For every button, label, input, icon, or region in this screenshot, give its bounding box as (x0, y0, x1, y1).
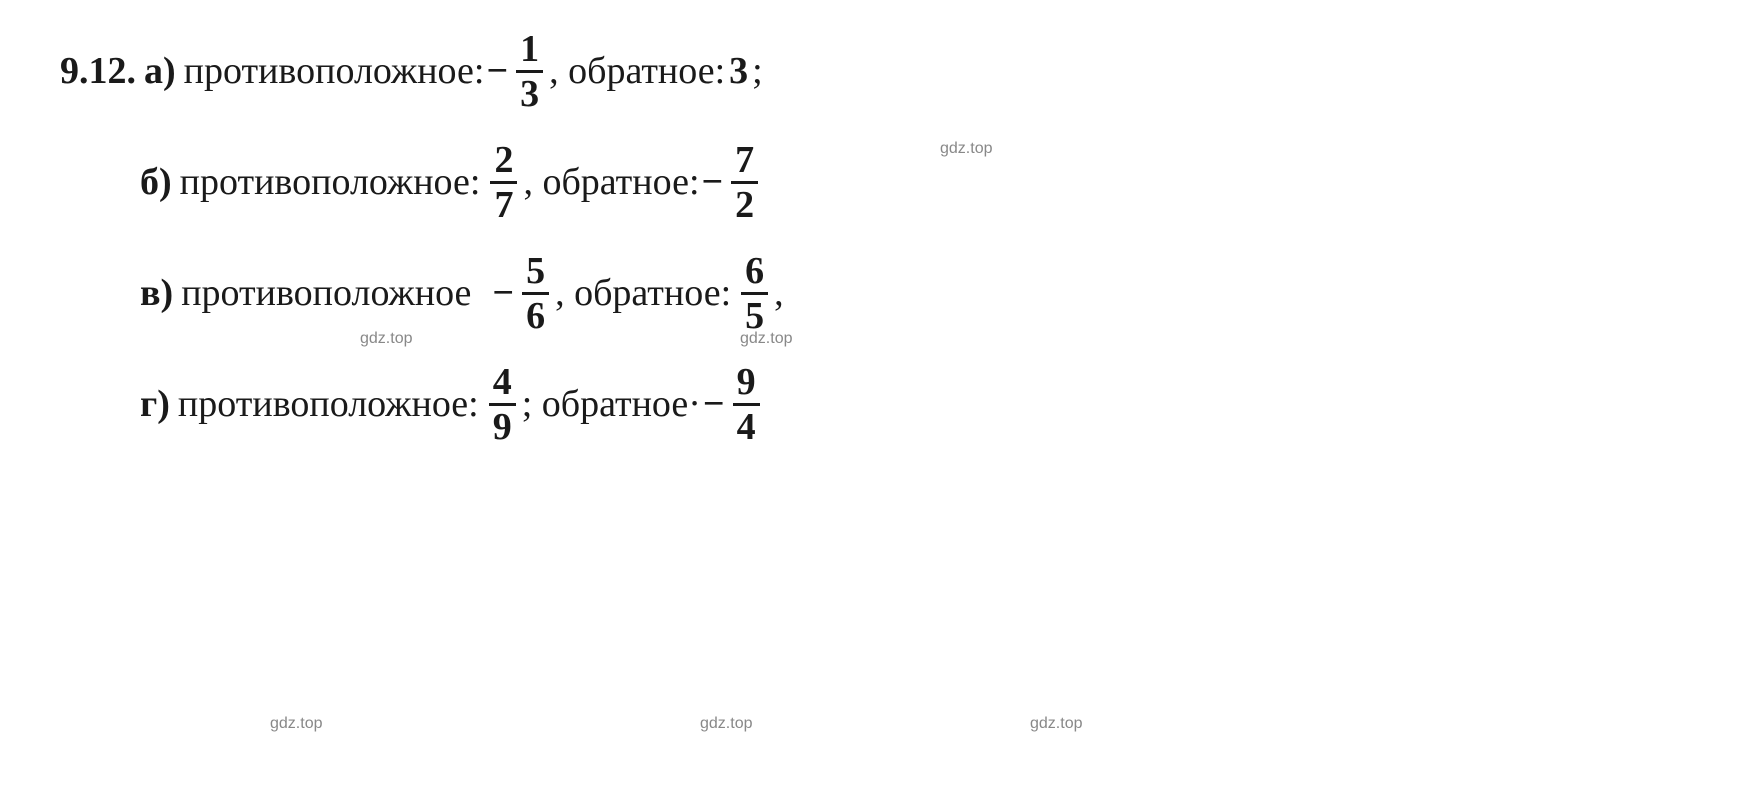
opposite-label-a: противоположное: (184, 49, 485, 95)
row-b: б) противоположное: 2 7 , обратное: − 7 … (140, 141, 1701, 224)
terminator-a: ; (752, 49, 763, 95)
watermark-1: gdz.top (940, 140, 992, 158)
opposite-den-g: 9 (489, 403, 516, 446)
part-label-a: а) (144, 49, 176, 95)
inverse-label-v: , обратное: (555, 271, 731, 317)
opposite-fraction-g: 4 9 (489, 363, 516, 446)
inverse-label-g: ; обратное· (522, 382, 701, 428)
row-a: 9.12. а) противоположное: − 1 3 , обратн… (60, 30, 1701, 113)
inverse-value-a: 3 (729, 49, 748, 95)
part-label-g: г) (140, 382, 170, 428)
inverse-den-g: 4 (733, 403, 760, 446)
opposite-sign-v: − (492, 271, 514, 317)
opposite-num-b: 2 (490, 141, 517, 181)
inverse-sign-g: − (703, 382, 725, 428)
inverse-label-a: , обратное: (549, 49, 725, 95)
opposite-fraction-b: 2 7 (490, 141, 517, 224)
opposite-sign-a: − (486, 49, 508, 95)
inverse-fraction-b: 7 2 (731, 141, 758, 224)
watermark-5: gdz.top (700, 715, 752, 733)
opposite-den-a: 3 (516, 70, 543, 113)
inverse-num-g: 9 (733, 363, 760, 403)
watermark-3: gdz.top (740, 330, 792, 348)
terminator-v: , (774, 271, 784, 317)
opposite-label-b: противоположное: (180, 160, 481, 206)
opposite-den-v: 6 (522, 292, 549, 335)
inverse-fraction-v: 6 5 (741, 252, 768, 335)
opposite-label-v: противоположное (181, 271, 471, 317)
problem-number: 9.12. (60, 49, 136, 95)
watermark-6: gdz.top (1030, 715, 1082, 733)
opposite-num-a: 1 (516, 30, 543, 70)
watermark-2: gdz.top (360, 330, 412, 348)
inverse-label-b: , обратное: (523, 160, 699, 206)
row-v: в) противоположное − 5 6 , обратное: 6 5… (140, 252, 1701, 335)
math-problem-block: 9.12. а) противоположное: − 1 3 , обратн… (60, 30, 1701, 446)
part-label-v: в) (140, 271, 173, 317)
inverse-fraction-g: 9 4 (733, 363, 760, 446)
opposite-num-v: 5 (522, 252, 549, 292)
inverse-den-v: 5 (741, 292, 768, 335)
opposite-den-b: 7 (490, 181, 517, 224)
opposite-label-g: противоположное: (178, 382, 479, 428)
inverse-num-b: 7 (731, 141, 758, 181)
opposite-num-g: 4 (489, 363, 516, 403)
watermark-4: gdz.top (270, 715, 322, 733)
row-g: г) противоположное: 4 9 ; обратное· − 9 … (140, 363, 1701, 446)
opposite-fraction-a: 1 3 (516, 30, 543, 113)
inverse-den-b: 2 (731, 181, 758, 224)
part-label-b: б) (140, 160, 172, 206)
inverse-sign-b: − (702, 160, 724, 206)
inverse-num-v: 6 (741, 252, 768, 292)
opposite-fraction-v: 5 6 (522, 252, 549, 335)
